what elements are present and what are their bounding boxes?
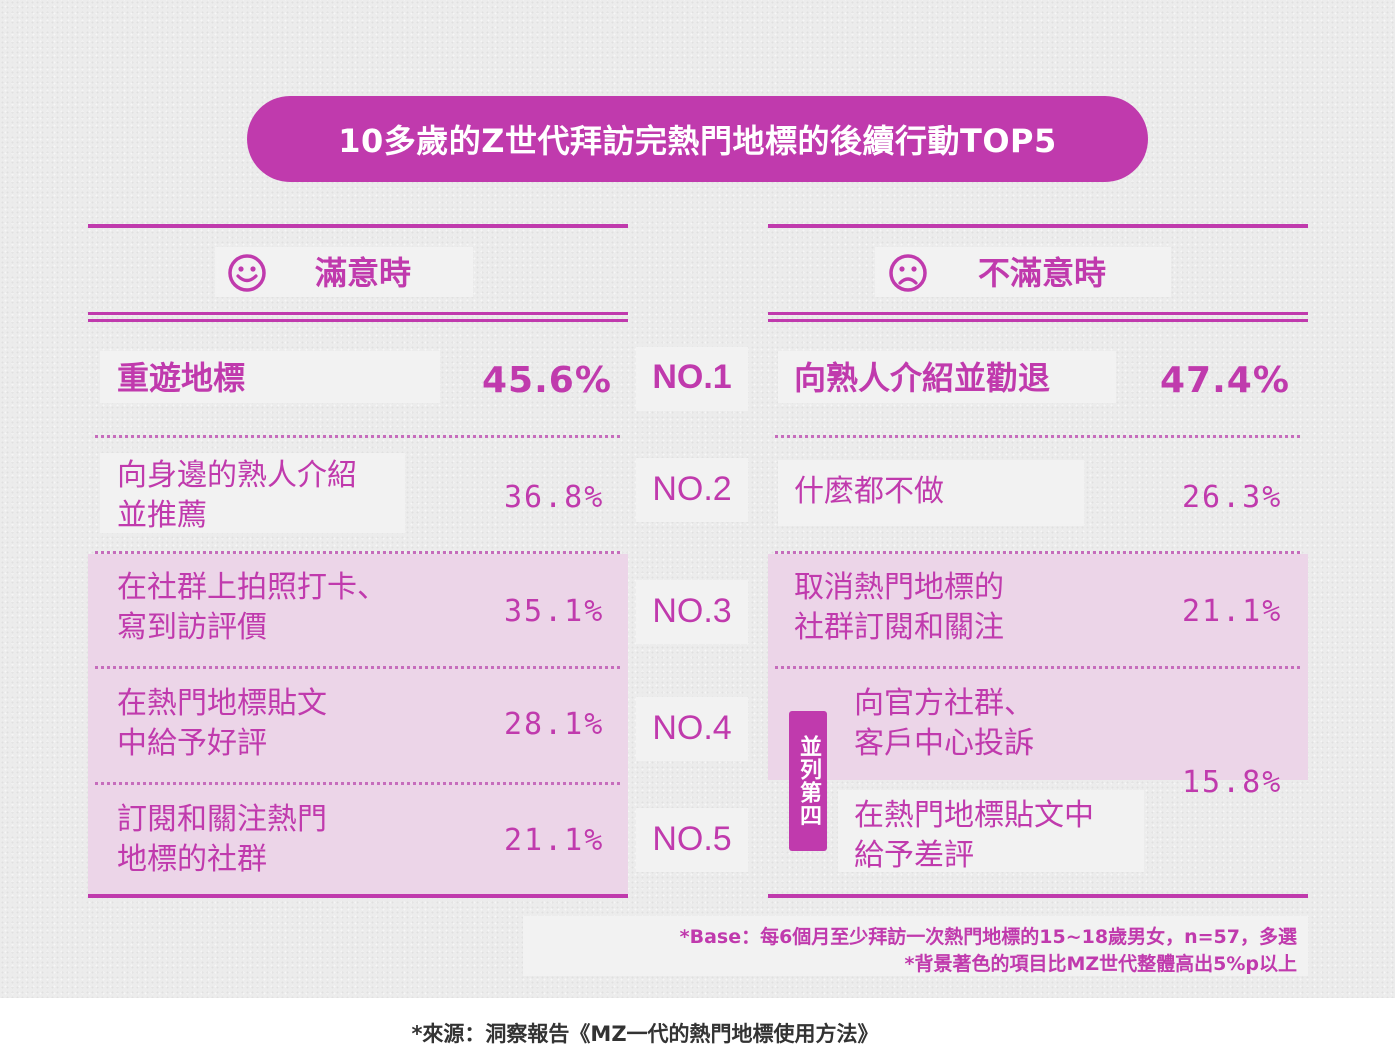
dissatisfied-item-2-value: 26.3% [1182,480,1283,515]
divider [95,551,620,554]
header-rule-right-2 [768,319,1308,322]
notes-box [523,916,1308,976]
rank-1: NO.1 [652,358,732,396]
dissatisfied-item-2-label: 什麼都不做 [794,474,944,509]
tie-fourth-badge: 並列第四 [789,711,827,851]
highlight-rows-left [88,554,628,895]
dissatisfied-item-3-label: 取消熱門地標的 社群訂閱和關注 [794,570,1004,645]
bottom-rule-right [768,894,1308,898]
source-citation: *來源：洞察報告《MZ一代的熱門地標使用方法》 [411,1022,879,1046]
rank-box [636,580,748,644]
rank-box [636,347,748,411]
divider [775,435,1300,438]
label-box [100,453,405,533]
divider [95,782,620,785]
smile-face-icon [228,254,266,292]
bottom-rule-left [88,894,628,898]
satisfied-item-2-label: 向身邊的熟人介紹 並推薦 [117,458,357,533]
infographic: 10多歲的Z世代拜訪完熱門地標的後續行動TOP5 滿意時 重遊地標 45.6% … [0,0,1395,998]
rank-5: NO.5 [652,820,732,858]
satisfied-item-1-label: 重遊地標 [117,359,246,397]
base-note: *Base：每6個月至少拜訪一次熱門地標的15~18歲男女，n=57，多選 [679,926,1297,948]
satisfied-item-1-value: 45.6% [482,360,612,401]
rank-box [636,808,748,872]
rank-box [636,697,748,761]
dissatisfied-item-5-label: 在熱門地標貼文中 給予差評 [854,798,1094,873]
dissatisfied-item-3-value: 21.1% [1182,594,1283,629]
top-rule-right [768,224,1308,228]
header-rule-left-1 [88,312,628,315]
dissatisfied-item-1-label: 向熟人介紹並勸退 [794,359,1051,397]
header-rule-left-2 [88,319,628,322]
satisfied-item-5-value: 21.1% [504,823,605,858]
dissatisfied-header: 不滿意時 [978,254,1107,292]
satisfied-item-3-value: 35.1% [504,594,605,629]
header-box-left [215,247,473,297]
divider [95,666,620,669]
divider [775,666,1300,669]
label-box [778,351,1116,403]
satisfied-item-4-value: 28.1% [504,707,605,742]
highlight-note: *背景著色的項目比MZ世代整體高出5%p以上 [904,953,1297,975]
rank-2: NO.2 [652,470,732,508]
top-rule-left [88,224,628,228]
label-box [778,460,1084,526]
rank-box [636,458,748,522]
rank-4: NO.4 [652,709,732,747]
dissatisfied-item-1-value: 47.4% [1160,360,1290,401]
satisfied-header: 滿意時 [315,254,412,292]
sad-face-icon [889,254,927,292]
dissatisfied-item-4-label: 向官方社群、 客戶中心投訴 [854,686,1034,761]
infographic-title: 10多歲的Z世代拜訪完熱門地標的後續行動TOP5 [247,96,1148,182]
satisfied-item-5-label: 訂閱和關注熱門 地標的社群 [117,802,327,877]
satisfied-item-4-label: 在熱門地標貼文 中給予好評 [117,686,327,761]
satisfied-item-3-label: 在社群上拍照打卡、 寫到訪評價 [117,570,387,645]
label-box [100,351,440,403]
header-rule-right-1 [768,312,1308,315]
divider [775,551,1300,554]
tie-value: 15.8% [1182,765,1283,800]
rank-3: NO.3 [652,592,732,630]
satisfied-item-2-value: 36.8% [504,480,605,515]
divider [95,435,620,438]
label-box [838,790,1144,872]
